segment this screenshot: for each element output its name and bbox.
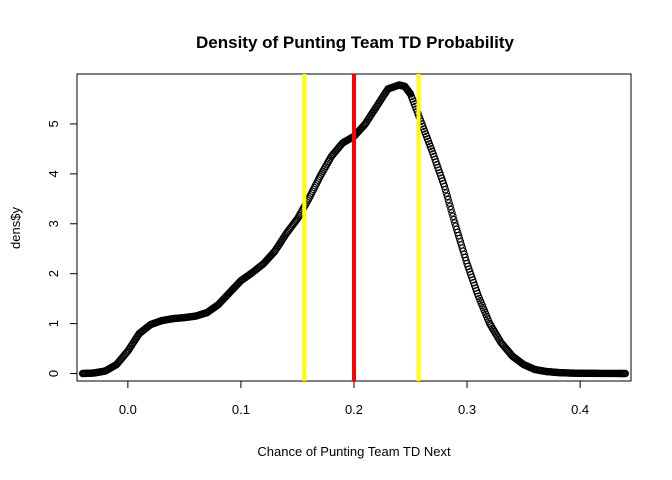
y-tick-label: 0	[46, 370, 61, 377]
x-tick-label: 0.0	[119, 402, 137, 417]
chart-title: Density of Punting Team TD Probability	[196, 33, 515, 52]
data-point	[446, 202, 454, 210]
y-tick-label: 1	[46, 320, 61, 327]
x-axis-label: Chance of Punting Team TD Next	[257, 444, 451, 459]
data-point	[451, 219, 459, 227]
data-point	[447, 205, 455, 214]
x-tick-label: 0.2	[345, 402, 363, 417]
reference-lines	[302, 74, 421, 381]
data-point	[449, 212, 457, 220]
y-tick-label: 3	[46, 220, 61, 227]
data-point	[445, 199, 453, 207]
density-points	[78, 81, 630, 378]
data-point	[440, 182, 449, 191]
x-axis: 0.0 0.1 0.2 0.3 0.4	[119, 380, 589, 417]
data-point	[442, 189, 451, 197]
data-point	[448, 209, 456, 217]
data-point	[621, 369, 630, 378]
data-point	[443, 192, 451, 201]
x-tick-label: 0.3	[458, 402, 476, 417]
y-axis-label: dens$y	[8, 207, 23, 249]
y-tick-label: 5	[46, 120, 61, 127]
data-point	[450, 215, 458, 224]
data-point	[444, 195, 452, 204]
x-tick-label: 0.1	[232, 402, 250, 417]
x-tick-label: 0.4	[571, 402, 589, 417]
y-axis: 0 1 2 3 4 5	[46, 120, 78, 377]
y-tick-label: 2	[46, 270, 61, 277]
data-point	[441, 185, 450, 194]
y-tick-label: 4	[46, 170, 61, 177]
